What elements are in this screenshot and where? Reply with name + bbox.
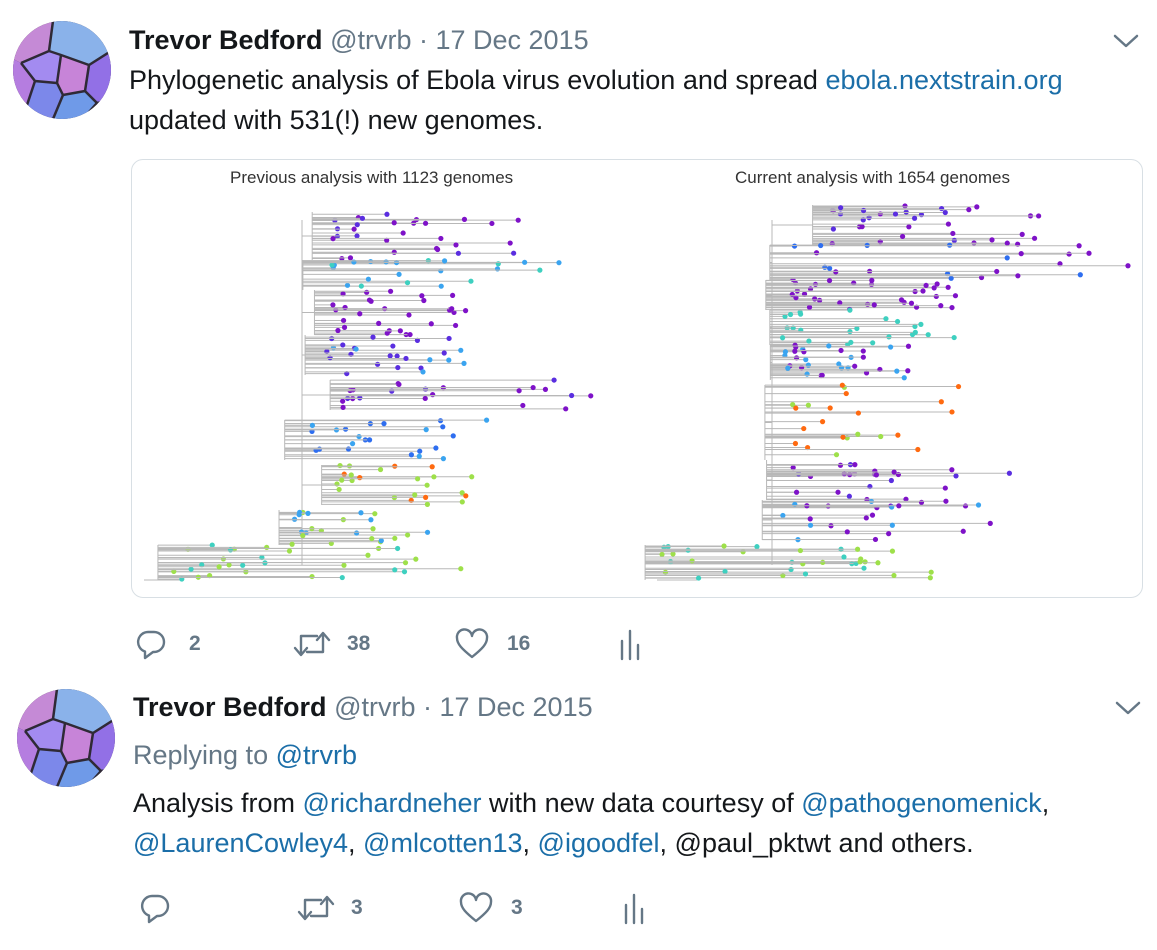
- author-handle[interactable]: @trvrb: [334, 692, 416, 722]
- replying-label: Replying to: [133, 740, 276, 770]
- reply-icon: [140, 894, 170, 924]
- tweet-date[interactable]: · 17 Dec 2015: [423, 692, 593, 722]
- tweet-header: Trevor Bedford @trvrb · 17 Dec 2015: [129, 24, 589, 56]
- mention-laurencowley4[interactable]: @LaurenCowley4: [133, 828, 349, 858]
- mention-mlcotten13[interactable]: @mlcotten13: [363, 828, 523, 858]
- heart-icon: [459, 892, 493, 923]
- reply-button[interactable]: [139, 888, 193, 928]
- author-name[interactable]: Trevor Bedford: [129, 25, 323, 55]
- tweet-2: Trevor Bedford @trvrb · 17 Dec 2015 Repl…: [0, 680, 1157, 950]
- tweet-text-line2: updated with 531(!) new genomes.: [129, 105, 544, 135]
- avatar[interactable]: [13, 21, 111, 119]
- chevron-down-icon[interactable]: [1113, 693, 1143, 723]
- like-button[interactable]: 16: [455, 624, 530, 664]
- avatar[interactable]: [17, 689, 115, 787]
- tweet-body: Analysis from @richardneher with new dat…: [133, 783, 1133, 863]
- tweet-text: ,: [522, 828, 538, 858]
- analytics-button[interactable]: [618, 624, 644, 664]
- tweet-text: with new data courtesy of: [481, 788, 802, 818]
- retweet-button[interactable]: 3: [297, 888, 363, 928]
- avatar-image: [17, 689, 115, 787]
- mention-pathogenomenick[interactable]: @pathogenomenick: [801, 788, 1042, 818]
- phylogenetic-trees-image: [144, 203, 1131, 582]
- retweet-count: 3: [351, 896, 363, 919]
- tweet-actions: 3 3: [139, 888, 739, 928]
- right-tree: [644, 203, 1131, 581]
- left-panel-title: Previous analysis with 1123 genomes: [230, 168, 514, 187]
- analytics-icon: [624, 893, 644, 925]
- replying-handle[interactable]: @trvrb: [275, 740, 358, 770]
- like-count: 3: [511, 896, 523, 919]
- retweet-button[interactable]: 38: [293, 624, 370, 664]
- author-handle[interactable]: @trvrb: [330, 25, 412, 55]
- heart-icon: [455, 628, 489, 659]
- tweet-media[interactable]: Previous analysis with 1123 genomes Curr…: [131, 159, 1143, 598]
- analytics-button[interactable]: [622, 888, 648, 928]
- like-button[interactable]: 3: [459, 888, 523, 928]
- tweet-header: Trevor Bedford @trvrb · 17 Dec 2015: [133, 691, 593, 723]
- reply-count: 2: [189, 632, 201, 655]
- tweet-1: Trevor Bedford @trvrb · 17 Dec 2015 Phyl…: [13, 21, 1143, 664]
- analytics-icon: [620, 629, 640, 661]
- retweet-icon: [297, 895, 335, 921]
- replying-to: Replying to @trvrb: [133, 735, 357, 775]
- reply-icon: [136, 630, 166, 660]
- mention-richardneher[interactable]: @richardneher: [302, 788, 482, 818]
- tweet-text: Analysis from: [133, 788, 303, 818]
- tweet-date[interactable]: · 17 Dec 2015: [419, 25, 589, 55]
- tweet-text: Phylogenetic analysis of Ebola virus evo…: [129, 65, 826, 95]
- left-tree: [144, 211, 594, 582]
- tweet-text: ,: [348, 828, 364, 858]
- tweet-text: , @paul_pktwt and others.: [659, 828, 974, 858]
- reply-button[interactable]: 2: [135, 624, 201, 664]
- tweet-body: Phylogenetic analysis of Ebola virus evo…: [129, 60, 1129, 140]
- tweet-actions: 2 38 16: [135, 624, 735, 664]
- retweet-icon: [293, 631, 331, 657]
- right-panel-title: Current analysis with 1654 genomes: [735, 168, 1010, 187]
- tweet-link[interactable]: ebola.nextstrain.org: [825, 65, 1063, 95]
- like-count: 16: [507, 632, 531, 655]
- mention-igoodfel[interactable]: @igoodfel: [537, 828, 660, 858]
- chevron-down-icon[interactable]: [1111, 26, 1141, 56]
- tweet-text: ,: [1041, 788, 1050, 818]
- avatar-image: [13, 21, 111, 119]
- author-name[interactable]: Trevor Bedford: [133, 692, 327, 722]
- retweet-count: 38: [347, 632, 371, 655]
